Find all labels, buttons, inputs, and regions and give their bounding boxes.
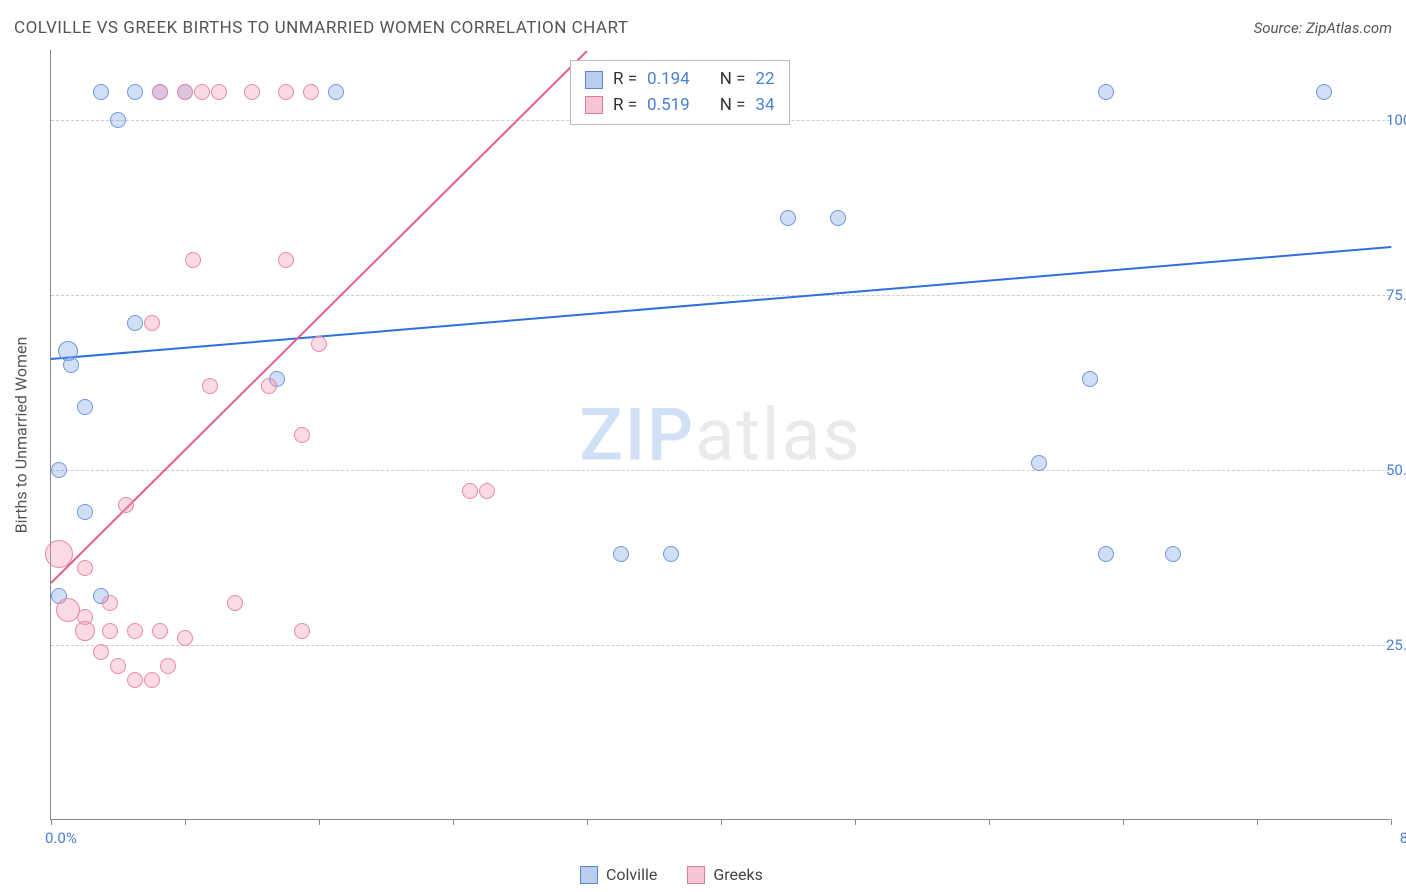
legend-N-value: 22 <box>755 67 774 93</box>
scatter-point <box>127 672 143 688</box>
legend-R-value: 0.194 <box>647 67 690 93</box>
legend-N-value: 34 <box>755 93 774 119</box>
legend-stats-row: R = 0.194 N = 22 <box>585 67 775 93</box>
scatter-point <box>152 84 168 100</box>
legend-swatch <box>687 866 705 884</box>
x-tick <box>1123 819 1124 825</box>
scatter-point <box>102 595 118 611</box>
scatter-point <box>45 540 73 568</box>
chart-title: COLVILLE VS GREEK BIRTHS TO UNMARRIED WO… <box>14 18 628 38</box>
scatter-point <box>93 84 109 100</box>
x-tick <box>1257 819 1258 825</box>
scatter-point <box>160 658 176 674</box>
trend-line <box>51 246 1391 360</box>
watermark: ZIPatlas <box>579 392 861 477</box>
legend-stats-row: R = 0.519 N = 34 <box>585 93 775 119</box>
x-max-label: 80.0% <box>1400 829 1406 847</box>
scatter-point <box>294 427 310 443</box>
gridline-h <box>51 645 1390 646</box>
scatter-point <box>93 644 109 660</box>
legend-N-label: N = <box>720 93 746 119</box>
scatter-point <box>152 623 168 639</box>
y-tick-label: 25.0% <box>1386 636 1406 654</box>
scatter-point <box>479 483 495 499</box>
scatter-point <box>303 84 319 100</box>
x-tick <box>587 819 588 825</box>
scatter-point <box>211 84 227 100</box>
x-tick <box>1391 819 1392 825</box>
x-tick <box>989 819 990 825</box>
legend-R-label: R = <box>613 93 637 119</box>
x-tick <box>855 819 856 825</box>
scatter-point <box>185 252 201 268</box>
scatter-point <box>102 623 118 639</box>
scatter-point <box>1031 455 1047 471</box>
legend-swatch <box>585 71 603 89</box>
scatter-point <box>294 623 310 639</box>
scatter-point <box>244 84 260 100</box>
scatter-point <box>780 210 796 226</box>
x-tick <box>185 819 186 825</box>
legend-series-name: Greeks <box>713 865 763 884</box>
scatter-point <box>63 357 79 373</box>
y-tick-label: 50.0% <box>1386 461 1406 479</box>
scatter-point <box>663 546 679 562</box>
legend-item: Greeks <box>687 865 763 884</box>
y-tick-label: 100.0% <box>1386 111 1406 129</box>
scatter-point <box>77 504 93 520</box>
legend-R-label: R = <box>613 67 637 93</box>
legend-bottom: Colville Greeks <box>580 865 763 884</box>
scatter-point <box>1098 546 1114 562</box>
x-tick <box>319 819 320 825</box>
legend-stats: R = 0.194 N = 22 R = 0.519 N = 34 <box>570 60 790 125</box>
x-tick <box>51 819 52 825</box>
scatter-point <box>613 546 629 562</box>
scatter-point <box>202 378 218 394</box>
scatter-point <box>118 497 134 513</box>
legend-R-value: 0.519 <box>647 93 690 119</box>
scatter-point <box>1165 546 1181 562</box>
scatter-point <box>194 84 210 100</box>
x-tick <box>721 819 722 825</box>
scatter-point <box>144 672 160 688</box>
scatter-point <box>110 112 126 128</box>
scatter-point <box>1316 84 1332 100</box>
scatter-point <box>1082 371 1098 387</box>
scatter-point <box>328 84 344 100</box>
scatter-point <box>110 658 126 674</box>
scatter-point <box>278 84 294 100</box>
legend-N-label: N = <box>720 67 746 93</box>
scatter-point <box>227 595 243 611</box>
legend-swatch <box>580 866 598 884</box>
scatter-point <box>830 210 846 226</box>
scatter-point <box>77 399 93 415</box>
y-axis-label: Births to Unmarried Women <box>12 336 31 533</box>
scatter-point <box>278 252 294 268</box>
y-tick-label: 75.0% <box>1386 286 1406 304</box>
scatter-point <box>1098 84 1114 100</box>
scatter-point <box>144 315 160 331</box>
watermark-light: atlas <box>695 392 862 477</box>
gridline-h <box>51 470 1390 471</box>
scatter-point <box>77 560 93 576</box>
scatter-point <box>127 315 143 331</box>
x-min-label: 0.0% <box>45 829 77 847</box>
scatter-point <box>51 462 67 478</box>
scatter-point <box>311 336 327 352</box>
scatter-point <box>127 623 143 639</box>
gridline-h <box>51 295 1390 296</box>
chart-plot-area: ZIPatlas Births to Unmarried Women 25.0%… <box>50 50 1390 820</box>
scatter-point <box>75 621 95 641</box>
scatter-point <box>127 84 143 100</box>
scatter-point <box>261 378 277 394</box>
scatter-point <box>177 84 193 100</box>
scatter-point <box>462 483 478 499</box>
x-tick <box>453 819 454 825</box>
legend-swatch <box>585 96 603 114</box>
scatter-point <box>177 630 193 646</box>
legend-series-name: Colville <box>606 865 657 884</box>
legend-item: Colville <box>580 865 657 884</box>
source-label: Source: ZipAtlas.com <box>1254 19 1392 37</box>
watermark-strong: ZIP <box>579 392 695 477</box>
